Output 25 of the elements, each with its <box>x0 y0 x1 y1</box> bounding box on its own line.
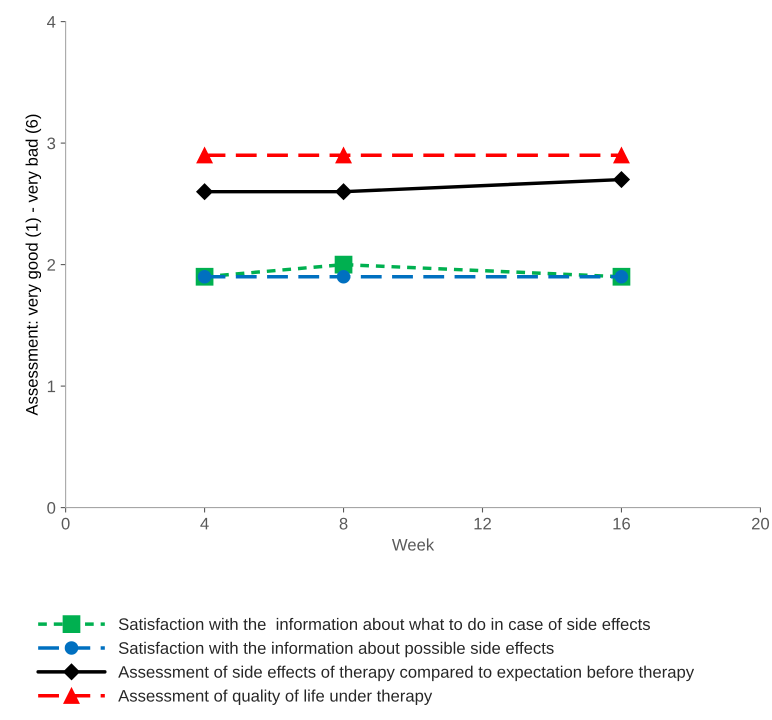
x-tick-label: 8 <box>340 518 348 530</box>
x-axis-title: Week <box>392 538 434 551</box>
y-tick-label: 2 <box>47 259 56 271</box>
y-tick-label: 4 <box>47 16 56 28</box>
y-tick-label: 0 <box>47 502 56 514</box>
y-axis-title: Assessment: very good (1) - very bad (6) <box>26 114 42 416</box>
point <box>613 171 630 188</box>
x-tick-label: 0 <box>62 518 70 530</box>
point <box>335 183 352 200</box>
point <box>334 256 352 274</box>
legend-label: Satisfaction with the information about what to do in case of side effects <box>118 618 650 630</box>
point <box>196 183 213 200</box>
y-tick-label: 1 <box>48 380 56 392</box>
point <box>336 270 350 284</box>
legend-label: Satisfaction with the information about possible side effects <box>118 642 554 658</box>
x-tick-label: 20 <box>752 518 770 530</box>
point <box>335 147 352 164</box>
legend-label: Assessment of side effects of therapy compared to expectation before therapy <box>118 666 694 682</box>
y-tick-label: 3 <box>47 138 56 150</box>
x-tick-label: 4 <box>200 518 209 530</box>
x-tick-label: 12 <box>474 518 491 530</box>
point <box>613 147 630 164</box>
point <box>196 147 213 164</box>
legend-label: Assessment of quality of life under therapy <box>118 689 432 705</box>
x-tick-label: 16 <box>613 518 630 530</box>
